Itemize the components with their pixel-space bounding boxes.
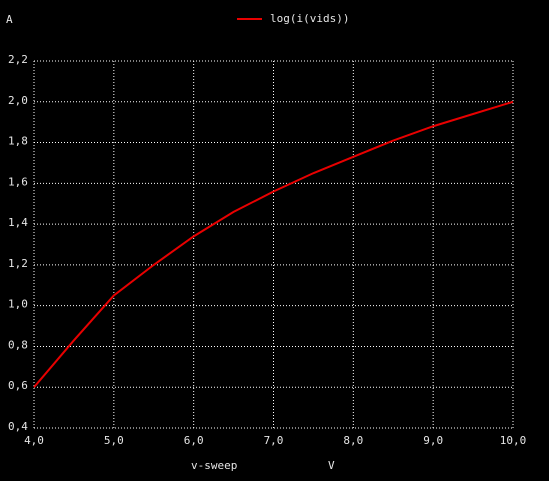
x-label: v-sweep <box>191 459 237 472</box>
series-line <box>33 100 514 388</box>
x-tick-label: 10,0 <box>500 434 527 447</box>
x-tick-label: 7,0 <box>264 434 284 447</box>
x-tick-label: 8,0 <box>343 434 363 447</box>
x-unit: V <box>328 459 335 472</box>
y-tick-label: 2,2 <box>8 53 28 66</box>
x-tick-label: 6,0 <box>184 434 204 447</box>
y-tick-label: 0,6 <box>8 379 28 392</box>
x-tick-label: 4,0 <box>24 434 44 447</box>
y-tick-label: 1,4 <box>8 216 28 229</box>
y-tick-label: 0,4 <box>8 420 28 433</box>
y-tick-label: 2,0 <box>8 94 28 107</box>
x-tick-label: 5,0 <box>104 434 124 447</box>
y-tick-label: 1,8 <box>8 135 28 148</box>
y-tick-label: 1,0 <box>8 298 28 311</box>
legend-label: log(i(vids)) <box>270 12 349 25</box>
y-unit: A <box>6 13 13 26</box>
y-tick-label: 1,6 <box>8 175 28 188</box>
y-tick-label: 1,2 <box>8 257 28 270</box>
x-tick-label: 9,0 <box>423 434 443 447</box>
y-tick-label: 0,8 <box>8 338 28 351</box>
